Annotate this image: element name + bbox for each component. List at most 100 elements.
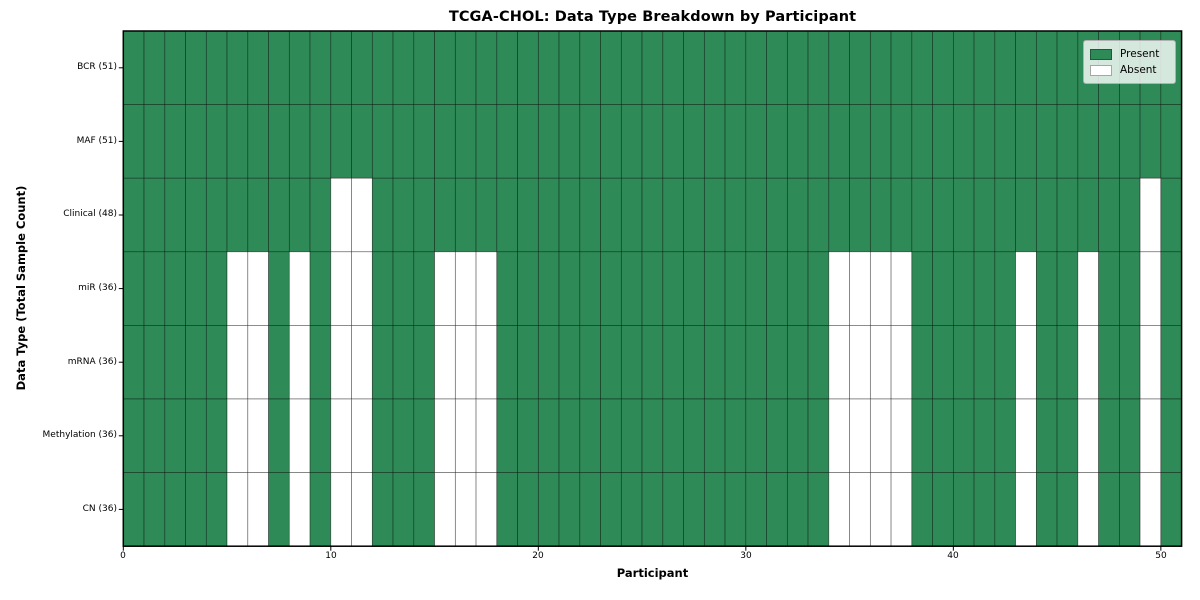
- heatmap-cell: [994, 177, 1016, 253]
- heatmap-cell: [268, 30, 290, 105]
- heatmap-cell: [620, 325, 643, 400]
- heatmap-cell: [600, 251, 622, 326]
- heatmap-cell: [475, 30, 498, 105]
- heatmap-cell: [371, 325, 394, 400]
- heatmap-cell: [641, 30, 664, 105]
- heatmap-cell: [662, 472, 684, 547]
- heatmap-cell: [268, 104, 290, 179]
- heatmap-cell: [496, 325, 518, 400]
- heatmap-cell: [247, 472, 269, 547]
- heatmap-cell: [786, 325, 809, 400]
- heatmap-cell: [641, 177, 664, 253]
- heatmap-cell: [766, 177, 788, 253]
- heatmap-cell: [288, 325, 311, 400]
- heatmap-cell: [1098, 472, 1120, 547]
- heatmap-cell: [288, 472, 311, 547]
- heatmap-cell: [330, 325, 352, 400]
- heatmap-cell: [1056, 177, 1079, 253]
- heatmap-cell: [268, 251, 290, 326]
- heatmap-cell: [413, 104, 435, 179]
- heatmap-cell: [392, 472, 415, 547]
- heatmap-cell: [454, 177, 477, 253]
- heatmap-cell: [164, 30, 186, 105]
- heatmap-cell: [952, 398, 975, 473]
- chart-title: TCGA-CHOL: Data Type Breakdown by Partic…: [448, 9, 857, 25]
- heatmap-cell: [475, 251, 498, 326]
- heatmap-cell: [205, 398, 228, 473]
- heatmap-cell: [1098, 177, 1120, 253]
- heatmap-cell: [288, 104, 311, 179]
- heatmap-cell: [558, 104, 581, 179]
- heatmap-cell: [1035, 104, 1058, 179]
- heatmap-cell: [122, 398, 145, 473]
- heatmap-cell: [766, 398, 788, 473]
- heatmap-cell: [600, 325, 622, 400]
- heatmap-cell: [952, 104, 975, 179]
- heatmap-cell: [413, 472, 435, 547]
- heatmap-cell: [351, 177, 373, 253]
- heatmap-cell: [952, 30, 975, 105]
- heatmap-cell: [1098, 104, 1120, 179]
- heatmap-cell: [164, 398, 186, 473]
- heatmap-cell: [371, 104, 394, 179]
- heatmap-cell: [454, 472, 477, 547]
- heatmap-cell: [164, 251, 186, 326]
- heatmap-cell: [579, 325, 601, 400]
- heatmap-cell: [1160, 104, 1182, 179]
- heatmap-cell: [641, 251, 664, 326]
- heatmap-cell: [537, 251, 560, 326]
- heatmap-cell: [745, 472, 767, 547]
- heatmap-cell: [911, 398, 933, 473]
- x-tick-label-10: 10: [325, 551, 337, 561]
- heatmap-cell: [1118, 398, 1141, 473]
- heatmap-cell: [641, 472, 664, 547]
- heatmap-cell: [600, 177, 622, 253]
- heatmap-cell: [1035, 472, 1058, 547]
- legend: Present Absent: [1083, 40, 1176, 84]
- heatmap-cell: [185, 104, 207, 179]
- heatmap-cell: [620, 398, 643, 473]
- heatmap-cell: [828, 177, 850, 253]
- heatmap-cell: [309, 398, 332, 473]
- heatmap-cell: [807, 325, 830, 400]
- heatmap-cell: [849, 325, 871, 400]
- heatmap-cell: [1077, 398, 1099, 473]
- heatmap-cell: [496, 104, 518, 179]
- heatmap-cell: [828, 30, 850, 105]
- heatmap-cell: [849, 251, 871, 326]
- heatmap-cell: [309, 104, 332, 179]
- heatmap-cell: [454, 104, 477, 179]
- heatmap-cell: [496, 177, 518, 253]
- heatmap-cell: [392, 177, 415, 253]
- heatmap-cell: [1118, 472, 1141, 547]
- heatmap-cell: [807, 251, 830, 326]
- heatmap-cell: [828, 104, 850, 179]
- heatmap-cell: [164, 177, 186, 253]
- heatmap-cell: [122, 325, 145, 400]
- heatmap-cell: [869, 398, 892, 473]
- heatmap-cell: [724, 472, 747, 547]
- heatmap-cell: [537, 104, 560, 179]
- heatmap-cell: [620, 104, 643, 179]
- heatmap-cell: [579, 30, 601, 105]
- heatmap-cell: [475, 325, 498, 400]
- heatmap-cell: [185, 251, 207, 326]
- heatmap-cell: [517, 30, 539, 105]
- heatmap-cell: [662, 398, 684, 473]
- heatmap-cell: [1035, 398, 1058, 473]
- heatmap-cell: [371, 177, 394, 253]
- heatmap-cell: [911, 251, 933, 326]
- heatmap-cell: [537, 398, 560, 473]
- heatmap-cell: [247, 325, 269, 400]
- heatmap-cell: [703, 472, 726, 547]
- heatmap-cell: [579, 398, 601, 473]
- heatmap-cell: [641, 398, 664, 473]
- heatmap-cell: [226, 398, 249, 473]
- heatmap-cell: [392, 104, 415, 179]
- heatmap-cell: [537, 325, 560, 400]
- heatmap-cell: [185, 398, 207, 473]
- heatmap-cell: [517, 177, 539, 253]
- legend-absent-swatch-icon: [1090, 64, 1112, 76]
- heatmap-cell: [143, 472, 166, 547]
